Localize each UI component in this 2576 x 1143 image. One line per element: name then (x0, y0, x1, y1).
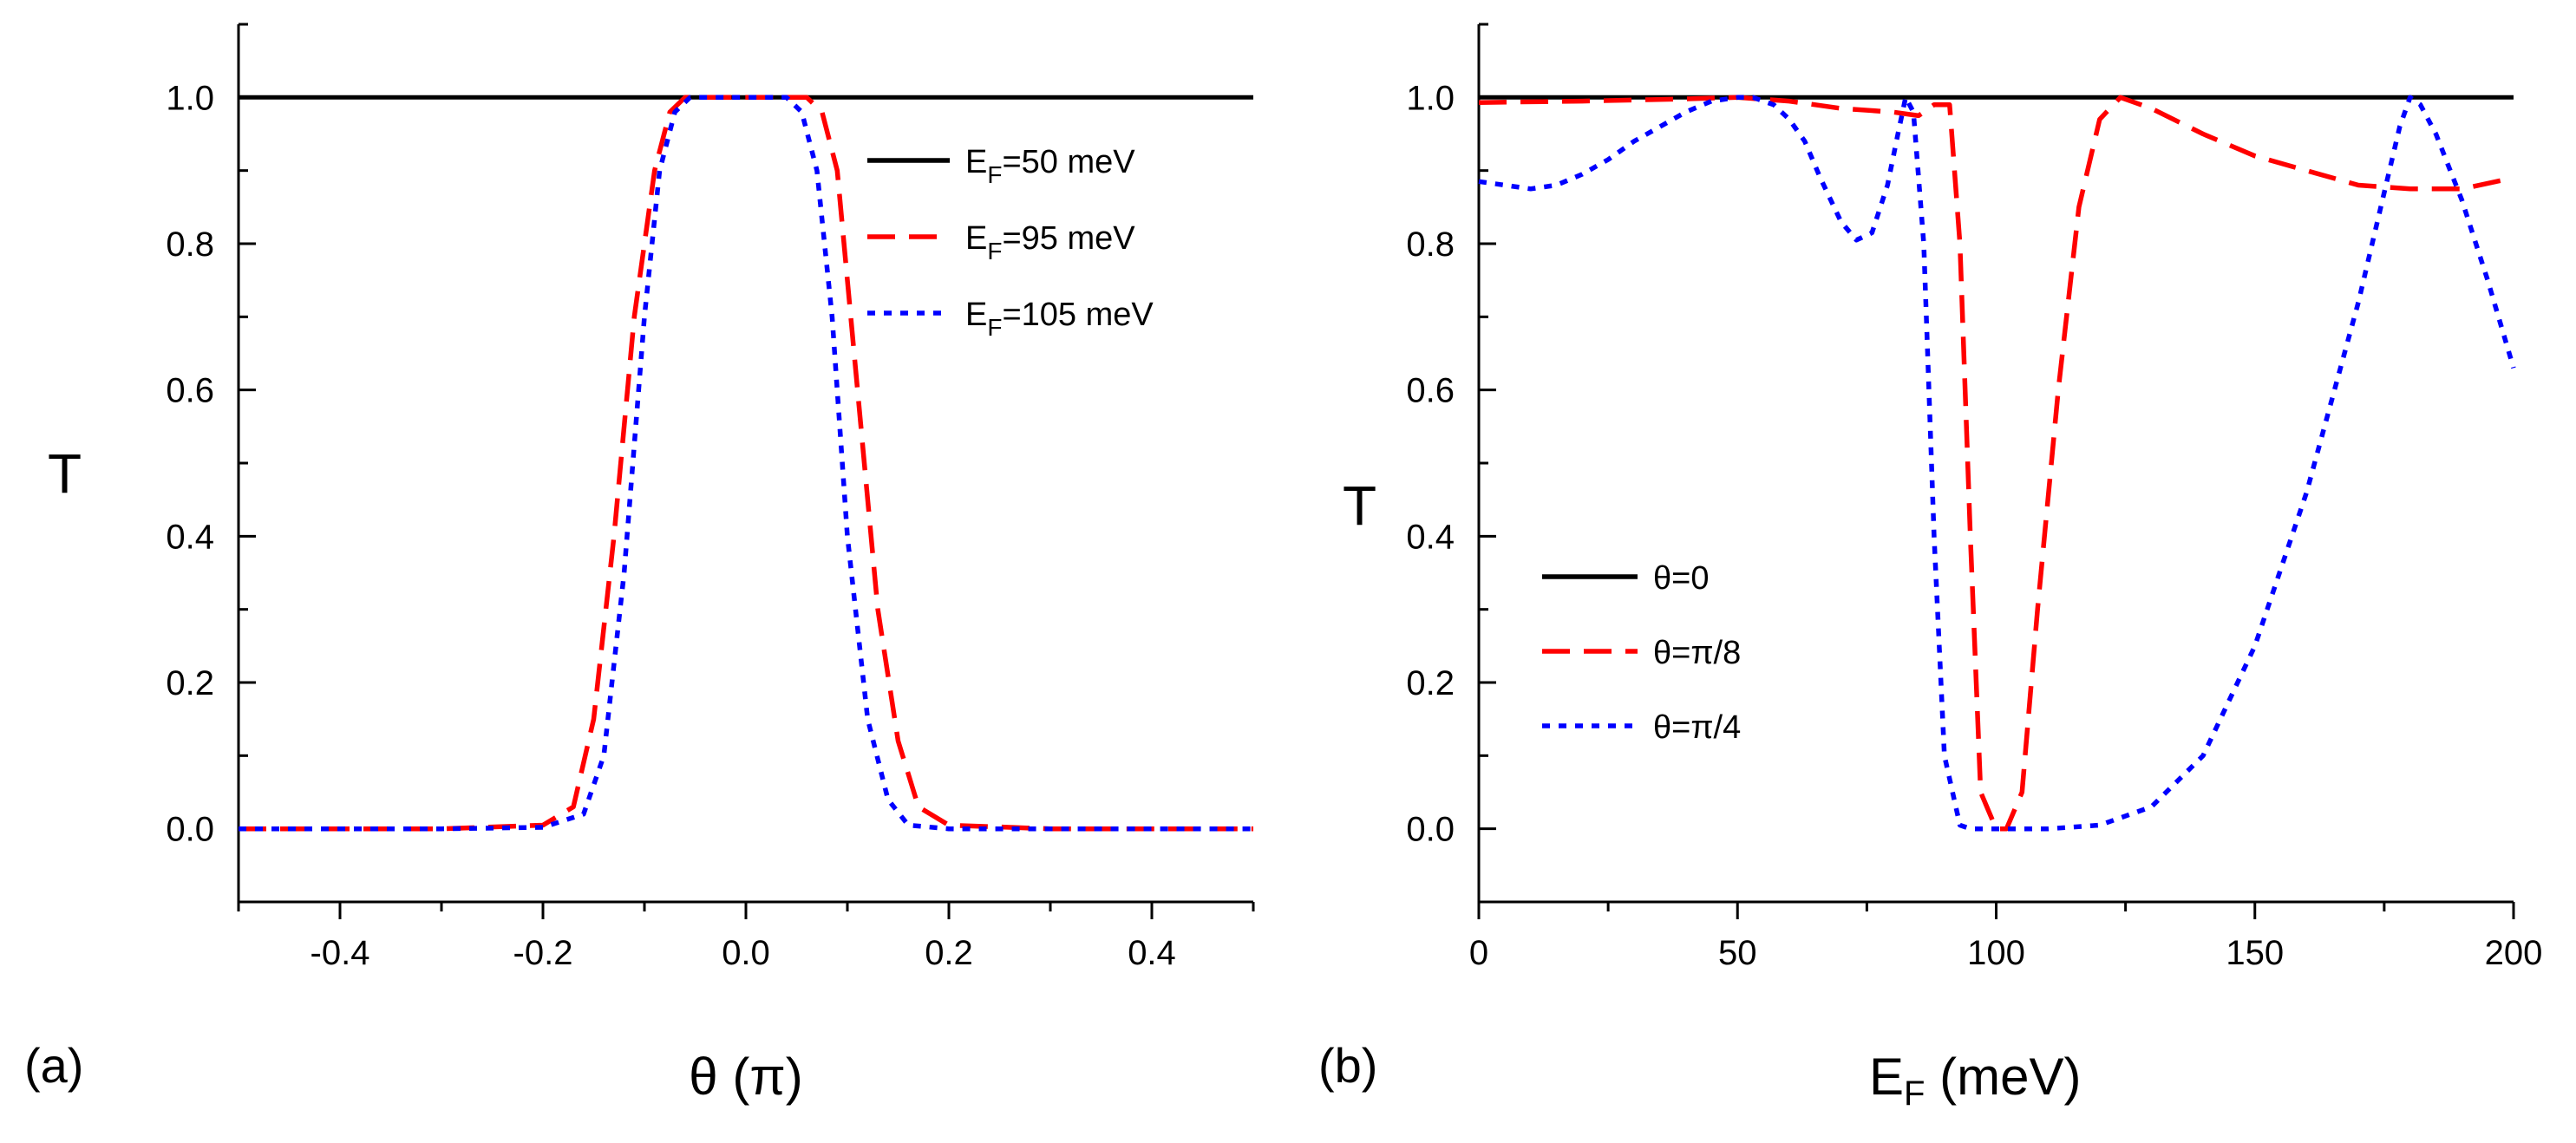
y-tick-label: 0.4 (1406, 518, 1455, 556)
y-tick-label: 0.8 (166, 225, 214, 264)
y-tick-label: 1.0 (1406, 79, 1455, 117)
chart-panel-a: -0.4 -0.2 0.0 0.2 0.4 0.0 0.2 0.4 0.6 0.8 1.0 Tθ (π… (48, 23, 1255, 1106)
x-tick-label: 0 (1469, 934, 1488, 972)
y-tick-label: 0.2 (1406, 664, 1455, 702)
x-tick-label: -0.4 (311, 934, 370, 972)
x-tick-label: 0.2 (925, 934, 973, 972)
chart-panel-b: 0 50 100 150 200 0.0 0.2 0.4 0.6 0.8 1.0 T EF (meV) θ… (1343, 23, 2543, 1113)
x-tick-label: 150 (2226, 934, 2284, 972)
x-tick-label: 0.4 (1128, 934, 1176, 972)
y-tick-label: 0.6 (166, 372, 214, 410)
y-tick-label: 0.2 (166, 664, 214, 702)
x-tick-label: 0.0 (722, 934, 770, 972)
y-tick-label: 0.0 (1406, 811, 1455, 849)
legend-label-2: EF=95 meV (965, 220, 1135, 265)
y-axis-label: T (48, 442, 82, 505)
x-axis-label: EF (meV) (1869, 1048, 2081, 1113)
legend-label-1: θ=0 (1653, 560, 1709, 597)
y-tick-label: 0.8 (1406, 225, 1455, 264)
x-tick-label: -0.2 (513, 934, 573, 972)
y-tick-label: 1.0 (166, 79, 214, 117)
legend-label-1: EF=50 meV (965, 144, 1135, 188)
series-line-2 (1478, 95, 2514, 832)
x-tick-label: 100 (1967, 934, 2025, 972)
series-line-3 (1478, 95, 2516, 832)
x-tick-label: 50 (1718, 934, 1757, 972)
legend-label-2: θ=π/8 (1653, 635, 1741, 671)
legend-label-3: EF=105 meV (965, 297, 1154, 341)
x-axis-label: θ (π) (689, 1048, 802, 1106)
y-axis-label: T (1343, 474, 1376, 537)
x-tick-label: 200 (2485, 934, 2543, 972)
y-tick-label: 0.4 (166, 518, 214, 556)
y-tick-label: 0.6 (1406, 372, 1455, 410)
series-line-3 (239, 95, 1253, 832)
panel-label-a: (a) (24, 1038, 83, 1093)
series-line-2 (239, 95, 1253, 832)
legend-label-3: θ=π/4 (1653, 709, 1741, 746)
panel-label-b: (b) (1318, 1038, 1377, 1093)
y-tick-label: 0.0 (166, 811, 214, 849)
